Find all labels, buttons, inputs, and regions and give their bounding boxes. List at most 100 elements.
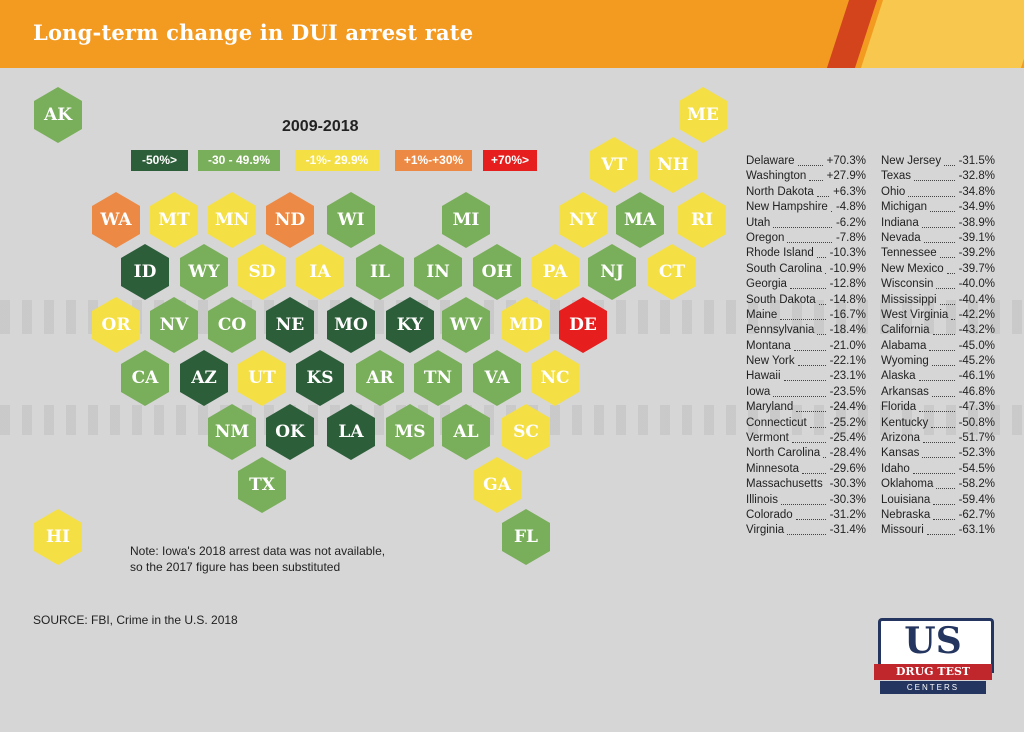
state-name: Colorado — [746, 508, 793, 521]
table-row: New Hampshire -4.8% — [746, 200, 866, 215]
state-change-value: +27.9% — [826, 170, 866, 183]
table-row: Rhode Island -10.3% — [746, 246, 866, 261]
legend-item-1: -30 - 49.9% — [198, 150, 280, 171]
table-row: Nebraska -62.7% — [881, 508, 995, 523]
state-name: Wyoming — [881, 355, 929, 368]
state-name: Iowa — [746, 385, 771, 398]
dotted-leader — [819, 303, 826, 305]
state-hex-va: VA — [473, 350, 521, 406]
dotted-leader — [798, 165, 823, 166]
source-label: SOURCE: FBI, Crime in the U.S. 2018 — [33, 613, 238, 627]
dotted-leader — [931, 426, 955, 428]
state-change-value: -59.4% — [958, 493, 995, 506]
state-name: Wisconsin — [881, 278, 934, 291]
state-name: Maryland — [746, 401, 794, 414]
logo-shield-icon — [878, 618, 994, 673]
state-name: Ohio — [881, 185, 906, 198]
state-name: North Carolina — [746, 447, 821, 460]
state-change-value: -45.2% — [958, 355, 995, 368]
state-name: Illinois — [746, 493, 778, 506]
table-row: New Mexico -39.7% — [881, 262, 995, 277]
state-name: Montana — [746, 339, 791, 352]
state-change-value: -25.2% — [829, 416, 866, 429]
state-hex-ia: IA — [296, 244, 344, 300]
dotted-leader — [787, 534, 826, 536]
state-name: Arizona — [881, 432, 920, 445]
table-row: Kansas -52.3% — [881, 446, 995, 461]
state-change-value: -23.1% — [829, 370, 866, 383]
table-row: Georgia -12.8% — [746, 277, 866, 292]
state-change-value: -54.5% — [958, 462, 995, 475]
state-name: Kentucky — [881, 416, 929, 429]
table-row: Connecticut -25.2% — [746, 416, 866, 431]
dotted-leader — [794, 349, 826, 351]
state-change-value: -29.6% — [829, 462, 866, 475]
table-row: Florida -47.3% — [881, 400, 995, 415]
state-hex-pa: PA — [531, 244, 579, 300]
state-name: New Mexico — [881, 262, 944, 275]
table-row: Oregon -7.8% — [746, 231, 866, 246]
state-change-value: -31.4% — [829, 524, 866, 537]
dotted-leader — [914, 180, 955, 182]
state-change-value: -14.8% — [829, 293, 866, 306]
state-change-value: -18.4% — [829, 324, 866, 337]
state-hex-nc: NC — [531, 350, 579, 406]
dotted-leader — [940, 257, 955, 259]
ranking-table-right: New Jersey -31.5% Texas -32.8% Ohio -34.8% Mic… — [881, 154, 995, 539]
state-name: Arkansas — [881, 385, 929, 398]
table-row: Iowa -23.5% — [746, 385, 866, 400]
dotted-leader — [790, 288, 826, 290]
state-change-value: -38.9% — [958, 216, 995, 229]
state-hex-ut: UT — [238, 350, 286, 406]
dotted-leader — [932, 365, 955, 367]
table-row: North Dakota +6.3% — [746, 185, 866, 200]
state-change-value: -12.8% — [829, 278, 866, 291]
dotted-leader — [936, 288, 955, 290]
state-name: Maine — [746, 308, 778, 321]
state-hex-md: MD — [502, 297, 550, 353]
table-row: South Carolina -10.9% — [746, 262, 866, 277]
state-change-value: -58.2% — [958, 478, 995, 491]
state-hex-oh: OH — [473, 244, 521, 300]
table-row: North Carolina -28.4% — [746, 446, 866, 461]
state-change-value: -34.9% — [958, 201, 995, 214]
state-hex-ri: RI — [678, 192, 726, 248]
state-change-value: -47.3% — [958, 401, 995, 414]
note: Note: Iowa's 2018 arrest data was not av… — [130, 543, 385, 575]
state-hex-or: OR — [92, 297, 140, 353]
state-name: Mississippi — [881, 293, 937, 306]
state-name: Washington — [746, 170, 807, 183]
table-row: Washington +27.9% — [746, 169, 866, 184]
table-row: West Virginia -42.2% — [881, 308, 995, 323]
state-name: West Virginia — [881, 308, 949, 321]
dotted-leader — [932, 395, 955, 397]
state-name: Oregon — [746, 231, 785, 244]
state-hex-hi: HI — [34, 509, 82, 565]
state-hex-nd: ND — [266, 192, 314, 248]
table-row: New Jersey -31.5% — [881, 154, 995, 169]
legend-item-3: +1%-+30% — [395, 150, 472, 171]
dotted-leader — [933, 503, 955, 505]
state-change-value: -22.1% — [829, 355, 866, 368]
state-name: Virginia — [746, 524, 785, 537]
table-row: Virginia -31.4% — [746, 523, 866, 538]
state-name: Georgia — [746, 278, 787, 291]
state-hex-ma: MA — [616, 192, 664, 248]
state-hex-il: IL — [356, 244, 404, 300]
state-hex-vt: VT — [590, 137, 638, 193]
table-row: Alabama -45.0% — [881, 339, 995, 354]
dotted-leader — [922, 226, 955, 228]
state-name: California — [881, 324, 930, 337]
state-change-value: -45.0% — [958, 339, 995, 352]
legend-item-2: -1%- 29.9% — [295, 150, 379, 171]
state-hex-la: LA — [327, 404, 375, 460]
state-name: Pennsylvania — [746, 324, 815, 337]
table-row: Alaska -46.1% — [881, 369, 995, 384]
logo-sub-text: DRUG TEST — [874, 664, 992, 680]
table-row: Wisconsin -40.0% — [881, 277, 995, 292]
table-row: Vermont -25.4% — [746, 431, 866, 446]
state-change-value: -30.3% — [829, 478, 866, 491]
table-row: Ohio -34.8% — [881, 185, 995, 200]
dotted-leader — [929, 349, 955, 351]
dotted-leader — [831, 211, 832, 213]
